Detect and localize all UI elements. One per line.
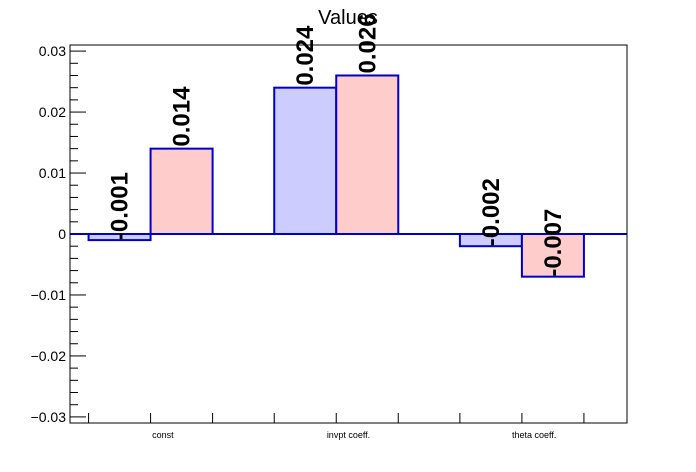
plot-frame bbox=[69, 44, 628, 424]
x-axis bbox=[88, 413, 628, 423]
value-label: 0.026 bbox=[354, 13, 381, 73]
category-labels: const invpt coeff. theta coeff. bbox=[152, 430, 556, 440]
value-label: -0.007 bbox=[540, 209, 567, 277]
y-axis: −0.03 −0.02 −0.01 0 0.01 0.02 0.03 bbox=[31, 43, 86, 425]
chart-title: Values bbox=[318, 7, 378, 29]
bar bbox=[335, 74, 400, 235]
bar bbox=[273, 86, 338, 236]
y-tick-label: 0.01 bbox=[39, 165, 66, 181]
y-tick-label: −0.01 bbox=[31, 287, 67, 303]
value-label: 0.024 bbox=[292, 25, 319, 86]
category-label: theta coeff. bbox=[512, 430, 556, 440]
bars bbox=[87, 74, 585, 278]
y-tick-label: 0.03 bbox=[39, 43, 66, 59]
y-tick-label: −0.03 bbox=[31, 409, 67, 425]
bar bbox=[149, 147, 214, 235]
value-label: -0.002 bbox=[478, 178, 505, 246]
y-tick-label: 0.02 bbox=[39, 104, 66, 120]
y-tick-label: −0.02 bbox=[31, 348, 67, 364]
value-label: -0.001 bbox=[107, 172, 134, 240]
bar bbox=[520, 233, 585, 278]
y-tick-label: 0 bbox=[58, 226, 66, 242]
category-label: invpt coeff. bbox=[327, 430, 370, 440]
category-label: const bbox=[152, 430, 174, 440]
value-label: 0.014 bbox=[169, 86, 196, 147]
value-labels: -0.001 0.024 -0.002 0.014 0.026 -0.007 bbox=[107, 13, 567, 276]
